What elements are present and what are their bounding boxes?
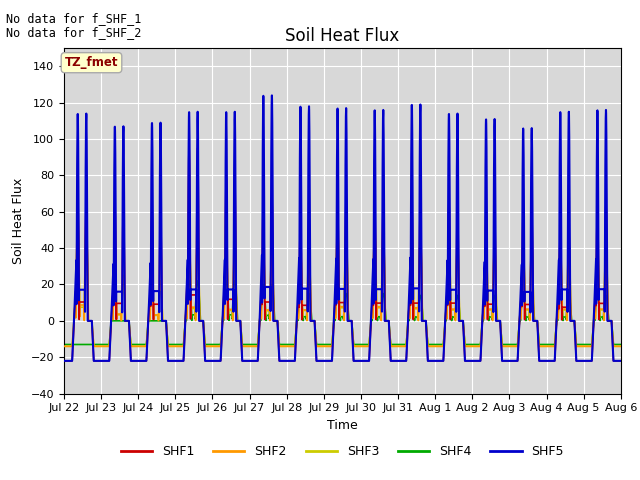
SHF5 (499, 358, 507, 364)
SHF3 (616, 343, 624, 349)
SHF2 (60, 343, 68, 349)
SHF4 (436, 342, 444, 348)
SHF5 (467, 358, 475, 364)
SHF3 (60, 343, 68, 349)
SHF4 (617, 342, 625, 348)
SHF2 (322, 343, 330, 349)
SHF3 (617, 343, 625, 349)
SHF2 (160, 318, 168, 324)
SHF5 (160, 318, 168, 324)
SHF2 (436, 343, 444, 349)
SHF5 (617, 358, 625, 364)
SHF1 (194, 145, 202, 151)
SHF4 (60, 342, 68, 348)
SHF4 (467, 342, 475, 348)
SHF5 (268, 93, 276, 98)
SHF5 (436, 358, 444, 364)
SHF3 (467, 343, 475, 349)
SHF3 (160, 318, 168, 324)
Line: SHF1: SHF1 (64, 148, 621, 361)
SHF1 (499, 358, 507, 364)
Text: TZ_fmet: TZ_fmet (65, 56, 118, 69)
Text: No data for f_SHF_1: No data for f_SHF_1 (6, 12, 142, 25)
X-axis label: Time: Time (327, 419, 358, 432)
SHF2 (499, 343, 507, 349)
SHF4 (499, 342, 507, 348)
SHF5 (322, 358, 330, 364)
SHF3 (499, 343, 507, 349)
SHF1 (467, 358, 475, 364)
Y-axis label: Soil Heat Flux: Soil Heat Flux (12, 178, 25, 264)
SHF5 (60, 358, 68, 364)
SHF3 (436, 343, 444, 349)
SHF2 (467, 343, 475, 349)
SHF2 (83, 213, 90, 218)
SHF1 (160, 318, 168, 324)
Line: SHF3: SHF3 (64, 230, 621, 346)
SHF2 (617, 343, 625, 349)
SHF4 (616, 342, 624, 348)
SHF3 (83, 227, 90, 233)
SHF5 (616, 358, 624, 364)
SHF1 (436, 358, 444, 364)
SHF1 (322, 358, 330, 364)
Line: SHF5: SHF5 (64, 96, 621, 361)
SHF1 (617, 358, 625, 364)
SHF1 (616, 358, 624, 364)
SHF4 (322, 342, 330, 348)
Title: Soil Heat Flux: Soil Heat Flux (285, 27, 399, 45)
Text: No data for f_SHF_2: No data for f_SHF_2 (6, 26, 142, 39)
Legend: SHF1, SHF2, SHF3, SHF4, SHF5: SHF1, SHF2, SHF3, SHF4, SHF5 (116, 440, 569, 463)
SHF1 (60, 358, 68, 364)
Line: SHF4: SHF4 (64, 281, 621, 345)
SHF3 (322, 343, 330, 349)
SHF2 (616, 343, 624, 349)
Line: SHF2: SHF2 (64, 216, 621, 346)
SHF4 (160, 318, 168, 324)
SHF4 (231, 278, 239, 284)
